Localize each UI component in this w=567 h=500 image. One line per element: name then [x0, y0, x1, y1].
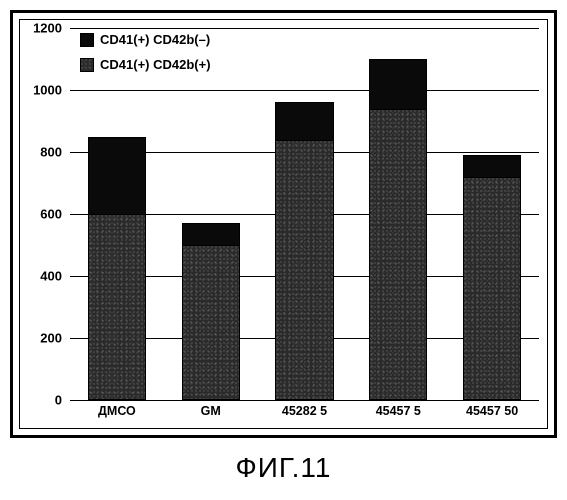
legend-label: CD41(+) CD42b(–)	[100, 32, 210, 47]
bar-group	[275, 28, 333, 400]
y-tick-label: 1200	[33, 21, 62, 36]
y-tick-label: 600	[40, 207, 62, 222]
x-tick-label: 45457 50	[466, 404, 518, 418]
x-axis: ДМСО GM 45282 5 45457 5 45457 50	[70, 404, 539, 426]
bar-segment-pos	[182, 245, 240, 400]
bar-group	[463, 28, 521, 400]
y-tick-label: 1000	[33, 83, 62, 98]
x-tick-label: 45282 5	[282, 404, 327, 418]
y-tick-label: 0	[55, 393, 62, 408]
gridline	[70, 400, 539, 401]
legend-label: CD41(+) CD42b(+)	[100, 57, 211, 72]
bars-layer	[70, 28, 539, 400]
bar-segment-pos	[275, 140, 333, 400]
figure-caption: ФИГ.11	[10, 452, 557, 484]
bar-group	[88, 28, 146, 400]
legend-item: CD41(+) CD42b(–)	[80, 32, 211, 47]
legend-swatch-icon	[80, 58, 94, 72]
figure-container: CD41(+) CD42b(–) CD41(+) CD42b(+) 0 200 40…	[10, 10, 557, 484]
y-tick-label: 800	[40, 145, 62, 160]
chart-outer-border: CD41(+) CD42b(–) CD41(+) CD42b(+) 0 200 40…	[10, 10, 557, 438]
legend-item: CD41(+) CD42b(+)	[80, 57, 211, 72]
plot-region	[70, 28, 539, 400]
y-axis: 020040060080010001200	[20, 28, 66, 400]
x-tick-label: 45457 5	[376, 404, 421, 418]
x-tick-label: GM	[201, 404, 221, 418]
legend: CD41(+) CD42b(–) CD41(+) CD42b(+)	[80, 32, 211, 82]
x-tick-label: ДМСО	[98, 404, 136, 418]
bar-segment-pos	[463, 177, 521, 400]
bar-group	[182, 28, 240, 400]
bar-group	[369, 28, 427, 400]
bar-segment-pos	[88, 214, 146, 400]
bar-segment-pos	[369, 109, 427, 400]
chart-area: CD41(+) CD42b(–) CD41(+) CD42b(+) 0 200 40…	[19, 19, 548, 429]
y-tick-label: 200	[40, 331, 62, 346]
y-tick-label: 400	[40, 269, 62, 284]
legend-swatch-icon	[80, 33, 94, 47]
